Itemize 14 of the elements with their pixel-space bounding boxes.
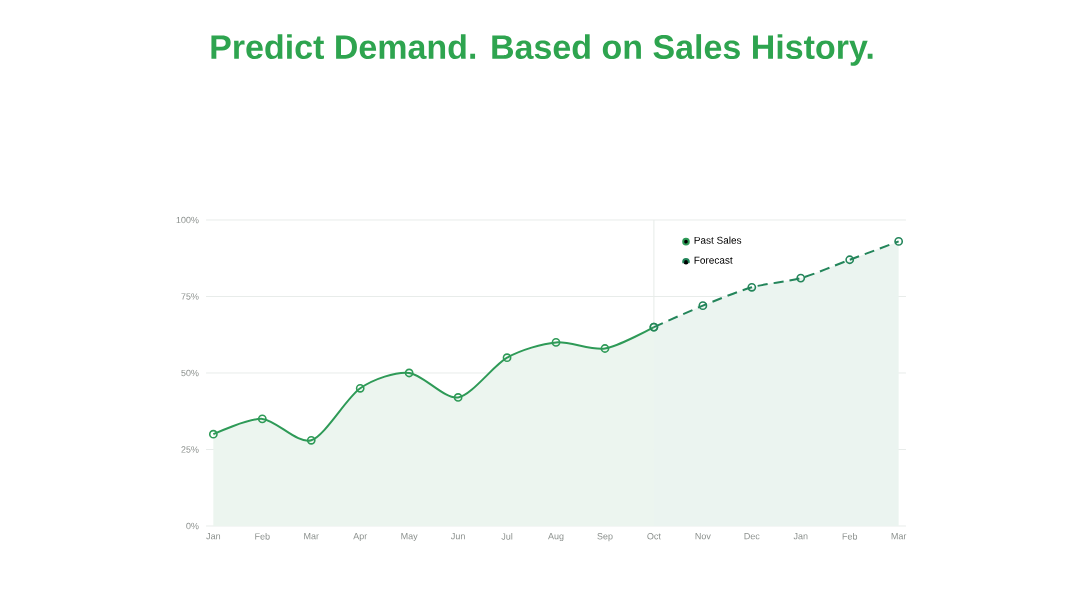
point [600,344,610,353]
point [796,273,806,283]
point [453,393,463,402]
chart-title: Predict Demand. Based on Sales History. [211,34,873,66]
point [306,435,316,445]
point [551,337,561,347]
point [502,353,512,363]
point [894,237,904,246]
point [257,414,267,424]
point [404,368,414,378]
point [747,282,757,292]
point [845,255,855,265]
point [698,301,708,311]
point [355,383,365,393]
